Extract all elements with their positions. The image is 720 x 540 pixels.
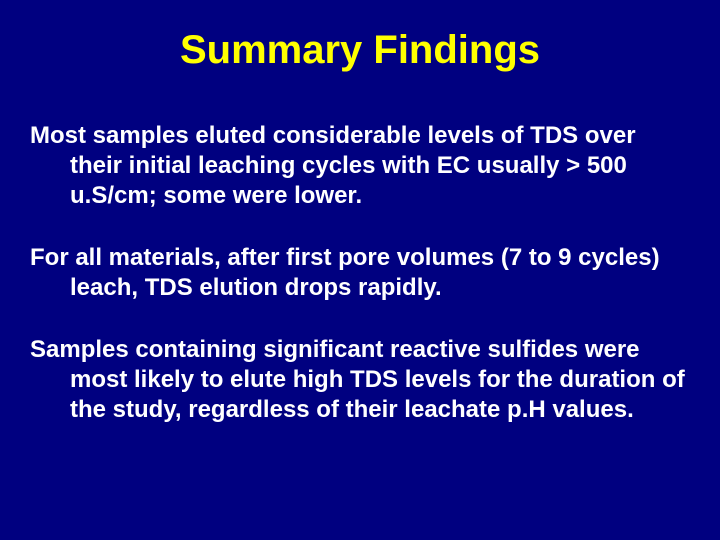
bullet-2: For all materials, after first pore volu… xyxy=(30,243,690,303)
slide-container: Summary Findings Most samples eluted con… xyxy=(0,0,720,540)
slide-title: Summary Findings xyxy=(30,28,690,73)
bullet-3: Samples containing significant reactive … xyxy=(30,335,690,425)
bullet-1: Most samples eluted considerable levels … xyxy=(30,121,690,211)
